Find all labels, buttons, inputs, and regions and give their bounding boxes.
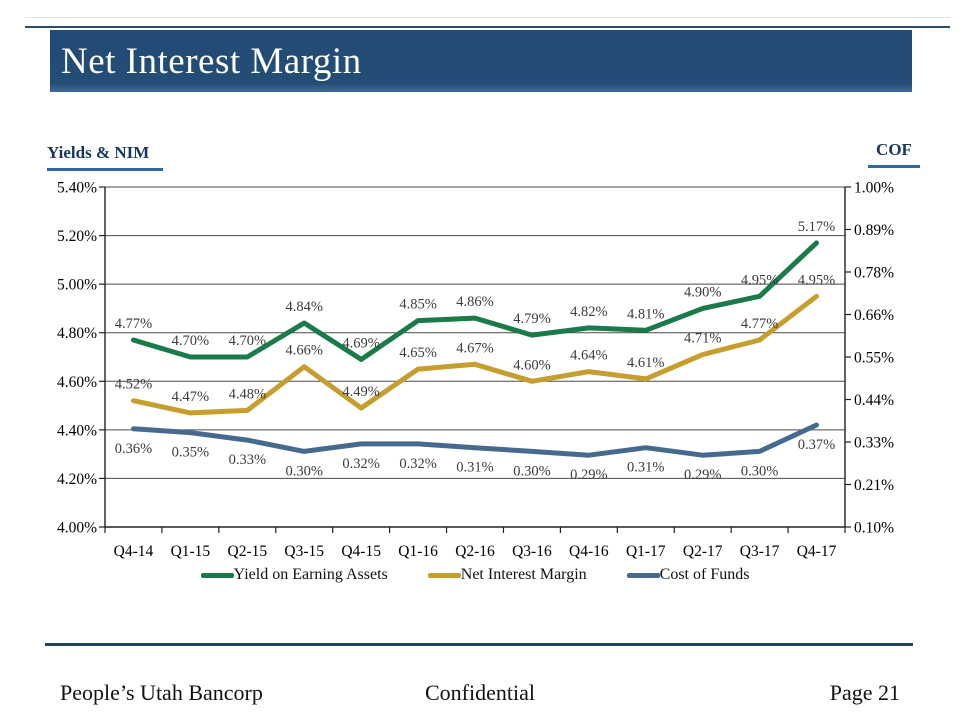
x-axis-category-label: Q1-15	[171, 543, 211, 560]
footer-company: People’s Utah Bancorp	[60, 680, 263, 705]
data-label: 4.49%	[342, 384, 379, 400]
left-axis-tick-label: 4.00%	[57, 520, 97, 537]
data-label: 4.67%	[456, 340, 493, 356]
data-label: 0.29%	[570, 467, 607, 483]
legend-item: Net Interest Margin	[427, 566, 587, 584]
right-axis-tick-label: 0.89%	[854, 222, 894, 239]
data-label: 0.32%	[399, 456, 436, 472]
left-axis-tick-label: 5.00%	[57, 277, 97, 294]
series-line	[131, 293, 819, 416]
data-label: 0.35%	[172, 445, 209, 461]
right-axis-tick-label: 0.55%	[854, 350, 894, 367]
data-label: 4.95%	[798, 272, 835, 288]
footer-confidential: Confidential	[425, 680, 535, 705]
x-axis-category-label: Q2-16	[455, 543, 495, 560]
x-axis-category-label: Q3-15	[284, 543, 324, 560]
right-axis-heading: COF	[868, 140, 920, 168]
data-label: 4.71%	[684, 331, 721, 347]
legend-swatch	[427, 572, 461, 578]
x-axis-category-label: Q4-16	[569, 543, 609, 560]
data-label: 0.31%	[456, 460, 493, 476]
data-label: 4.60%	[513, 357, 550, 373]
right-axis-tick-label: 0.21%	[854, 477, 894, 494]
right-axis-tick-label: 0.66%	[854, 307, 894, 324]
right-axis-heading-label: COF	[868, 140, 920, 168]
x-axis-category-label: Q1-17	[626, 543, 666, 560]
left-axis-tick-label: 5.40%	[57, 180, 97, 197]
data-label: 4.52%	[115, 377, 152, 393]
right-axis-tick-label: 0.78%	[854, 265, 894, 282]
left-axis-tick-label: 4.40%	[57, 422, 97, 439]
legend-swatch	[200, 572, 234, 578]
data-label: 4.70%	[229, 333, 266, 349]
x-axis-category-label: Q3-17	[740, 543, 780, 560]
data-label: 4.77%	[741, 316, 778, 332]
slide-title: Net Interest Margin	[61, 40, 362, 82]
data-label: 0.30%	[285, 463, 322, 479]
data-label: 4.90%	[684, 284, 721, 300]
x-axis-category-label: Q4-15	[341, 543, 381, 560]
legend-item: Cost of Funds	[626, 566, 750, 584]
data-label: 0.33%	[229, 452, 266, 468]
data-label: 4.81%	[627, 306, 664, 322]
right-axis-tick-label: 0.33%	[854, 435, 894, 452]
right-axis-tick-label: 1.00%	[854, 180, 894, 197]
data-label: 4.85%	[399, 297, 436, 313]
series-line	[131, 240, 819, 362]
data-label: 4.64%	[570, 348, 607, 364]
x-axis-category-label: Q1-16	[398, 543, 438, 560]
data-label: 4.47%	[172, 389, 209, 405]
data-label: 0.30%	[741, 463, 778, 479]
legend-label: Yield on Earning Assets	[233, 566, 388, 583]
right-axis-tick-label: 0.44%	[854, 392, 894, 409]
x-axis-category-label: Q2-17	[683, 543, 723, 560]
data-label: 4.77%	[115, 316, 152, 332]
left-axis-tick-label: 4.80%	[57, 325, 97, 342]
x-axis-category-label: Q3-16	[512, 543, 552, 560]
data-label: 0.31%	[627, 460, 664, 476]
data-label: 4.48%	[229, 386, 266, 402]
nim-line-chart: 5.40% 5.20% 5.00% 4.80% 4.60% 4.40% 4.20% 4.00%…	[57, 180, 894, 561]
data-label: 0.32%	[342, 456, 379, 472]
x-axis-category-label: Q4-14	[114, 543, 154, 560]
series-line	[131, 422, 819, 458]
data-label: 4.84%	[285, 299, 322, 315]
data-label: 0.36%	[115, 441, 152, 457]
top-rule	[25, 26, 950, 28]
footer-rule	[45, 643, 913, 646]
data-label: 4.95%	[741, 272, 778, 288]
chart-legend: Yield on Earning Assets Net Interest Marg…	[105, 566, 845, 584]
data-label: 4.61%	[627, 355, 664, 371]
left-axis-tick-label: 4.20%	[57, 471, 97, 488]
legend-label: Net Interest Margin	[460, 566, 587, 583]
left-axis-heading-label: Yields & NIM	[47, 143, 164, 171]
data-label: 0.30%	[513, 463, 550, 479]
title-bar: Net Interest Margin	[50, 30, 912, 92]
right-axis-tick-label: 0.10%	[854, 520, 894, 537]
data-label: 4.79%	[513, 311, 550, 327]
top-rule-light	[25, 17, 950, 18]
x-axis-category-label: Q4-17	[797, 543, 837, 560]
data-label: 5.17%	[798, 219, 835, 235]
x-axis-category-label: Q2-15	[228, 543, 268, 560]
left-axis-tick-label: 4.60%	[57, 374, 97, 391]
data-label: 0.37%	[798, 437, 835, 453]
data-label: 4.66%	[285, 343, 322, 359]
left-axis-heading: Yields & NIM	[47, 143, 164, 171]
legend-item: Yield on Earning Assets	[200, 566, 388, 584]
data-label: 4.70%	[172, 333, 209, 349]
data-label: 4.86%	[456, 294, 493, 310]
data-label: 4.82%	[570, 304, 607, 320]
data-label: 0.29%	[684, 467, 721, 483]
legend-swatch	[626, 572, 660, 578]
data-label: 4.69%	[342, 335, 379, 351]
footer-page: Page 21	[829, 680, 900, 705]
left-axis-tick-label: 5.20%	[57, 228, 97, 245]
legend-label: Cost of Funds	[659, 566, 750, 583]
data-label: 4.65%	[399, 345, 436, 361]
footer: People’s Utah Bancorp Confidential Page …	[60, 680, 900, 710]
